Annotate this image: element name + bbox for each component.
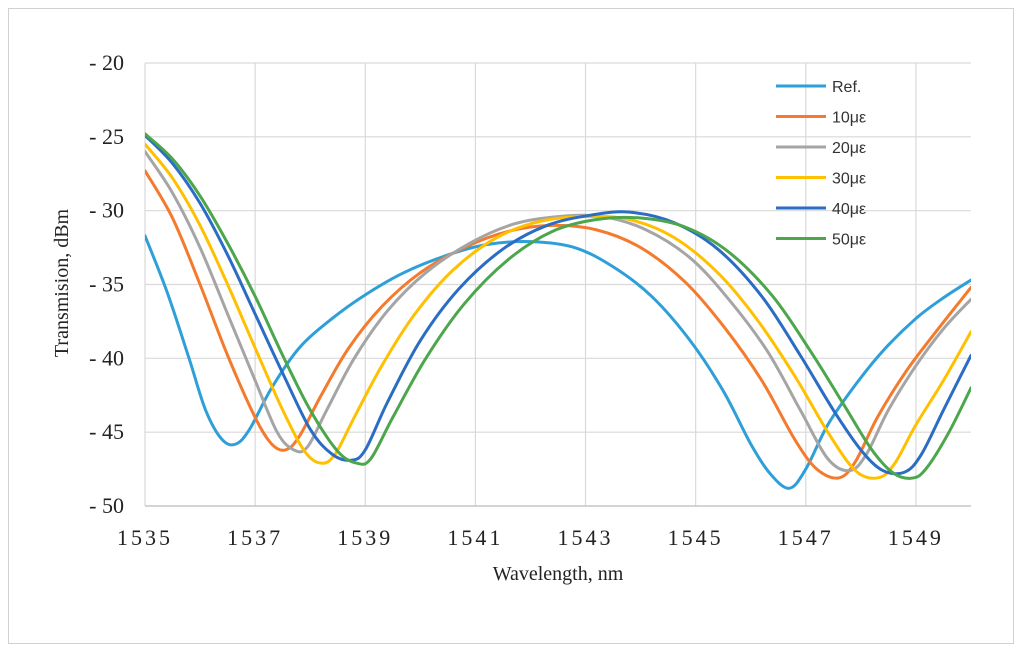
y-tick-label-4: - 40 [89, 345, 124, 370]
series-line-0 [145, 234, 971, 490]
series-lines [145, 132, 971, 490]
series-line-5 [145, 132, 971, 480]
y-tick-label-6: - 50 [89, 493, 124, 518]
x-tick-label-4: 1543 [558, 525, 614, 550]
legend-label-4: 40με [832, 201, 866, 218]
series-line-3 [145, 142, 971, 480]
x-tick-label-0: 1535 [117, 525, 173, 550]
x-axis-title: Wavelength, nm [493, 563, 624, 585]
legend-label-5: 50με [832, 232, 866, 249]
legend: Ref. 10με 20με 30με 40με 50με [776, 79, 866, 249]
y-tick-label-1: - 25 [89, 124, 124, 149]
grid [144, 62, 971, 507]
x-tick-label-6: 1547 [778, 525, 834, 550]
series-line-2 [145, 150, 971, 473]
x-tick-label-3: 1541 [447, 525, 503, 550]
x-tick-label-7: 1549 [888, 525, 944, 550]
series-line-1 [145, 169, 971, 480]
series-line-4 [145, 133, 971, 476]
y-axis-title: Transmision, dBm [51, 208, 73, 357]
y-tick-label-3: - 35 [89, 272, 124, 297]
legend-label-0: Ref. [832, 79, 861, 96]
legend-label-2: 20με [832, 140, 866, 157]
y-tick-label-0: - 20 [89, 50, 124, 75]
legend-label-1: 10με [832, 110, 866, 127]
y-tick-labels: - 20 - 25 - 30 - 35 - 40 - 45 - 50 [89, 50, 124, 518]
chart-frame [8, 8, 1014, 644]
x-tick-label-2: 1539 [337, 525, 393, 550]
x-tick-label-1: 1537 [227, 525, 283, 550]
y-tick-label-5: - 45 [89, 419, 124, 444]
legend-label-3: 30με [832, 171, 866, 188]
x-tick-labels: 1535 1537 1539 1541 1543 1545 1547 1549 [117, 525, 944, 550]
y-tick-label-2: - 30 [89, 198, 124, 223]
x-tick-label-5: 1545 [668, 525, 724, 550]
